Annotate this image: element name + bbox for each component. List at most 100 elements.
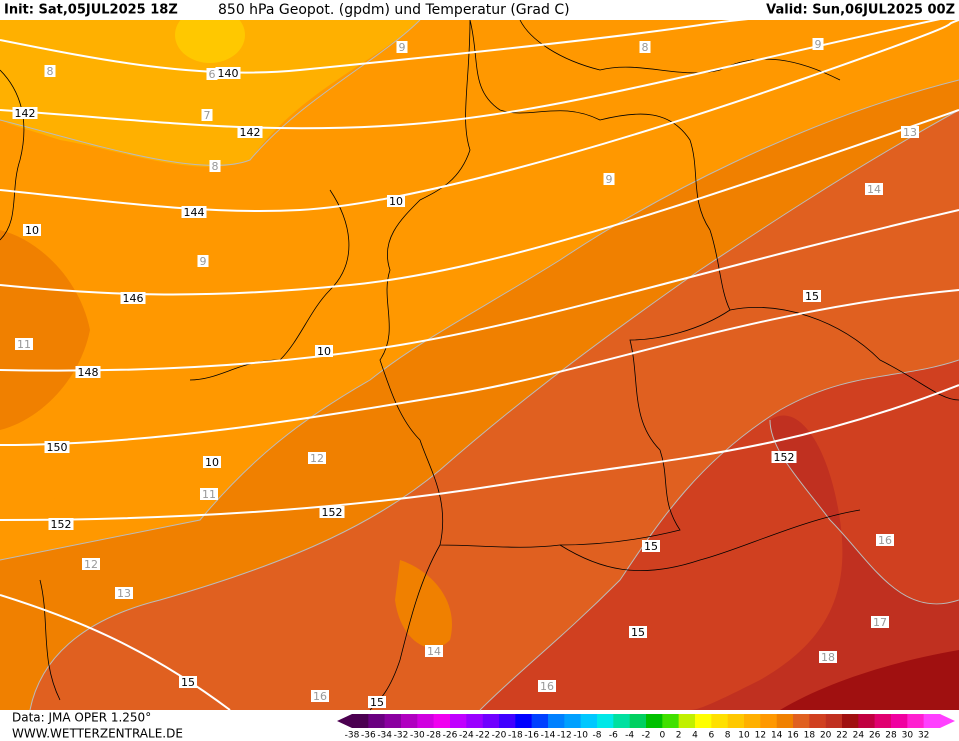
isotherm-label: 17	[871, 616, 889, 629]
scale-label: 18	[804, 731, 816, 741]
geopotential-label: 142	[12, 107, 38, 120]
isotherm-label: 9	[396, 41, 408, 54]
geopotential-contour	[0, 14, 959, 130]
isotherm	[29, 109, 959, 711]
geopotential-label-text: 152	[774, 451, 795, 464]
scale-swatch	[597, 714, 614, 728]
scale-label: -18	[508, 731, 523, 741]
scale-swatch	[613, 714, 630, 728]
isotherm-label: 10	[203, 456, 221, 469]
scale-label: -26	[443, 731, 458, 741]
scale-label: 4	[692, 731, 698, 741]
color-scale: -38 -36 -34 -32 -30 -28 -26 -24 -22 -20 -18 -16 -14-…	[337, 714, 955, 741]
isotherm-label-box	[629, 626, 647, 638]
scale-label: 8	[725, 731, 731, 741]
geopotential-label-box	[181, 206, 207, 218]
isotherm-label-text: 16	[313, 690, 327, 703]
temp-field-cool-spot	[167, 375, 243, 465]
isotherm	[0, 19, 421, 166]
isotherm-label-box	[179, 676, 197, 688]
isotherm-label-text: 12	[84, 558, 98, 571]
isotherm-label-text: 16	[878, 534, 892, 547]
isotherm-label: 18	[819, 651, 837, 664]
isotherm-label-text: 8	[642, 41, 649, 54]
isotherm-label-box	[603, 173, 615, 185]
geopotential-label-box	[771, 451, 797, 463]
scale-label: -32	[394, 731, 409, 741]
scale-swatch	[352, 714, 369, 728]
scale-arrow-left	[337, 714, 352, 728]
geopotential-label-box	[120, 292, 146, 304]
isotherm-label: 10	[387, 195, 405, 208]
country-border	[559, 509, 861, 572]
isotherm-label-box	[308, 452, 326, 464]
isotherm-label: 13	[115, 587, 133, 600]
isotherm-label: 8	[44, 65, 56, 78]
isotherm-label-text: 13	[117, 587, 131, 600]
geopotential-contour	[0, 209, 959, 372]
geopotential-contour	[0, 109, 959, 296]
geopotential-label: 146	[120, 292, 146, 305]
scale-label: 16	[787, 731, 799, 741]
isotherm-label-text: 6	[209, 68, 216, 81]
isotherm-label-box	[871, 616, 889, 628]
isotherm-label-text: 9	[200, 255, 207, 268]
geopotential-contour	[0, 594, 231, 711]
scale-swatch	[515, 714, 532, 728]
scale-label: 20	[820, 731, 832, 741]
geopotential-contours	[0, 4, 959, 711]
geopotential-label-box	[12, 107, 38, 119]
map-title: 850 hPa Geopot. (gpdm) und Temperatur (G…	[218, 2, 570, 18]
isotherms	[0, 19, 959, 711]
isotherm	[479, 359, 959, 711]
scale-label: 24	[853, 731, 865, 741]
geopotential-contour	[0, 19, 959, 212]
coastline	[39, 579, 61, 701]
scale-label: 10	[738, 731, 750, 741]
isotherm-label-text: 15	[631, 626, 645, 639]
geopotential-label: 152	[771, 451, 797, 464]
isotherm-label: 8	[639, 41, 651, 54]
scale-label: -22	[475, 731, 490, 741]
scale-swatch	[564, 714, 581, 728]
isotherm-label: 9	[197, 255, 209, 268]
scale-swatch	[499, 714, 516, 728]
scale-label: -38	[345, 731, 360, 741]
init-time: Init: Sat,05JUL2025 18Z	[4, 3, 178, 18]
scale-swatch	[466, 714, 483, 728]
scale-swatch	[548, 714, 565, 728]
scale-label: -36	[361, 731, 376, 741]
scale-label: -14	[541, 731, 556, 741]
scale-swatch	[727, 714, 745, 728]
isotherm-label-text: 18	[821, 651, 835, 664]
coastline	[189, 189, 350, 381]
isotherm	[769, 419, 959, 605]
isotherm-label-box	[200, 488, 218, 500]
geopotential-label-box	[44, 441, 70, 453]
scale-swatch	[842, 714, 859, 728]
isotherm-label-box	[368, 696, 386, 708]
scale-swatch	[907, 714, 924, 728]
temp-field-10-west	[0, 230, 90, 430]
geopotential-label-box	[237, 126, 263, 138]
isotherm-label: 9	[603, 173, 615, 186]
isotherm-label-text: 15	[644, 540, 658, 553]
geopotential-label-box	[48, 518, 74, 530]
coastline	[519, 19, 841, 81]
scale-label: -34	[377, 731, 392, 741]
isotherm-label: 12	[308, 452, 326, 465]
geopotential-label: 148	[75, 366, 101, 379]
isotherm-label-box	[203, 456, 221, 468]
scale-label: -6	[609, 731, 618, 741]
isotherm-label-text: 17	[873, 616, 887, 629]
temp-field-18	[690, 415, 959, 710]
isotherm-label: 8	[209, 160, 221, 173]
geopotential-label-text: 152	[322, 506, 343, 519]
isotherm-label-box	[425, 645, 443, 657]
geopotential-label-box	[215, 67, 241, 79]
geopotential-label-text: 142	[240, 126, 261, 139]
scale-swatch	[433, 714, 451, 728]
map: 140 142 142 144 146 148 150 152 152 152 8 6 7 8 9 8 9 13 1…	[0, 4, 959, 711]
isotherm-label: 16	[311, 690, 329, 703]
